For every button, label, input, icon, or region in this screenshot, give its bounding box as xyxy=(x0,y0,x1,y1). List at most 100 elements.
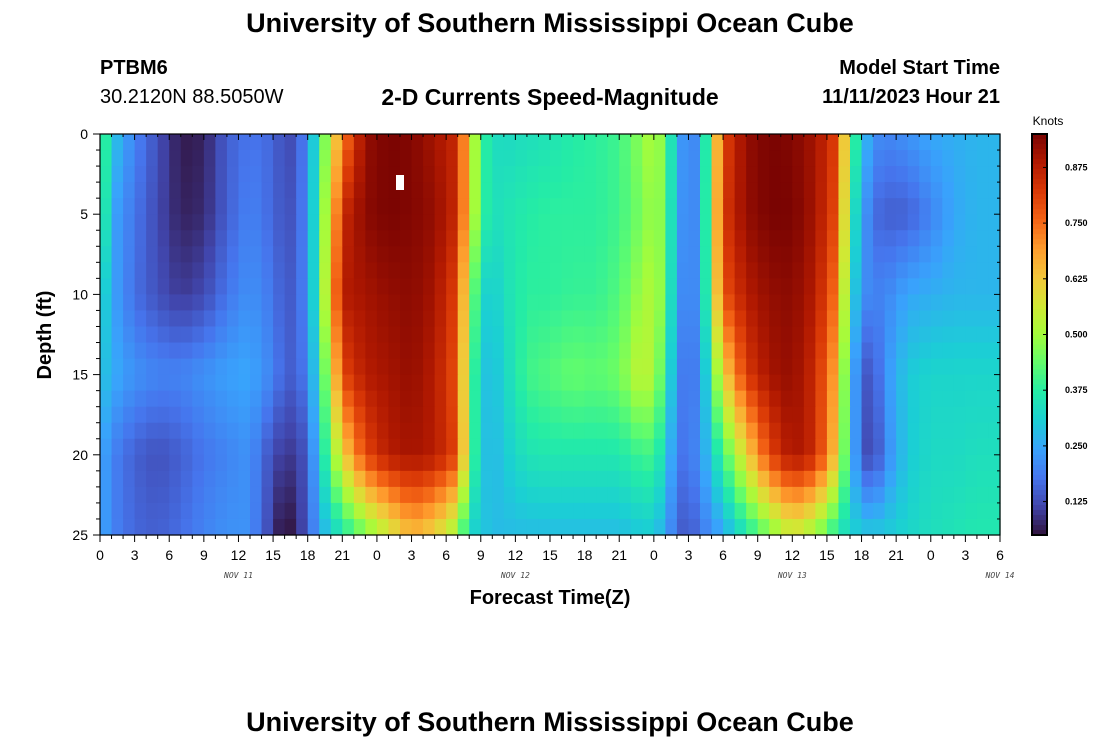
heatmap-cell xyxy=(884,310,897,328)
heatmap-cell xyxy=(734,358,747,376)
heatmap-cell xyxy=(307,134,320,151)
heatmap-cell xyxy=(238,358,251,376)
heatmap-cell xyxy=(596,374,609,392)
colorbar-segment xyxy=(1032,509,1047,516)
heatmap-cell xyxy=(792,502,805,520)
heatmap-cell xyxy=(480,502,493,520)
heatmap-cell xyxy=(942,486,955,504)
heatmap-cell xyxy=(976,326,990,344)
heatmap-cell xyxy=(192,390,205,408)
heatmap-cell xyxy=(700,262,713,279)
heatmap-cell xyxy=(400,326,413,344)
heatmap-cell xyxy=(215,150,228,167)
heatmap-cell xyxy=(469,294,482,312)
heatmap-cell xyxy=(411,310,424,328)
heatmap-cell xyxy=(700,230,713,247)
heatmap-cell xyxy=(665,486,678,504)
colorbar-segment xyxy=(1032,214,1047,220)
heatmap-cell xyxy=(307,310,320,328)
heatmap-cell xyxy=(665,518,678,536)
heatmap-cell xyxy=(215,310,228,328)
heatmap-cell xyxy=(976,150,990,167)
heatmap-cell xyxy=(573,374,586,392)
heatmap-cell xyxy=(261,262,274,279)
heatmap-cell xyxy=(411,214,424,231)
x-tick-label: 0 xyxy=(927,547,935,563)
heatmap-cell xyxy=(734,438,747,456)
heatmap-cell xyxy=(192,182,205,199)
heatmap-cell xyxy=(492,390,505,408)
heatmap-cell xyxy=(757,230,770,247)
heatmap-cell xyxy=(157,214,170,231)
colorbar-tick-label: 0.750 xyxy=(1065,218,1088,228)
heatmap-cell xyxy=(423,246,436,263)
heatmap-cell xyxy=(907,294,920,312)
heatmap-cell xyxy=(226,502,240,520)
heatmap-cell xyxy=(723,310,736,328)
heatmap-cell xyxy=(169,134,182,151)
heatmap-cell xyxy=(180,262,193,279)
heatmap-cell xyxy=(884,246,897,263)
heatmap-cell xyxy=(146,422,159,440)
heatmap-cell xyxy=(619,454,632,472)
heatmap-cell xyxy=(261,422,274,440)
heatmap-cell xyxy=(353,326,366,344)
x-tick-label: 12 xyxy=(231,547,247,563)
heatmap-cell xyxy=(757,422,770,440)
heatmap-cell xyxy=(146,390,159,408)
heatmap-cell xyxy=(769,374,782,392)
colorbar-segment xyxy=(1032,174,1047,180)
heatmap-cell xyxy=(526,262,540,279)
heatmap-cell xyxy=(688,486,701,504)
heatmap-cell xyxy=(319,422,332,440)
heatmap-cell xyxy=(665,502,678,520)
heatmap-cell xyxy=(826,310,840,328)
colorbar-segment xyxy=(1032,189,1047,195)
heatmap-cell xyxy=(850,198,863,215)
marker-rect xyxy=(396,175,404,190)
heatmap-cell xyxy=(780,390,793,408)
heatmap-cell xyxy=(342,422,355,440)
heatmap-cell xyxy=(861,470,874,488)
x-tick-label: 0 xyxy=(373,547,381,563)
heatmap-cell xyxy=(273,166,286,183)
heatmap-cell xyxy=(111,326,124,344)
heatmap-cell xyxy=(861,262,874,279)
heatmap-cell xyxy=(469,438,482,456)
heatmap-cell xyxy=(584,262,597,279)
heatmap-cell xyxy=(538,294,551,312)
heatmap-cell xyxy=(746,390,759,408)
heatmap-cell xyxy=(815,182,828,199)
heatmap-cell xyxy=(157,406,170,424)
heatmap-cell xyxy=(630,358,643,376)
heatmap-cell xyxy=(607,246,620,263)
heatmap-cell xyxy=(596,486,609,504)
heatmap-cell xyxy=(319,454,332,472)
heatmap-cell xyxy=(942,390,955,408)
heatmap-cell xyxy=(111,310,124,328)
heatmap-cell xyxy=(873,134,886,151)
heatmap-cell xyxy=(192,326,205,344)
colorbar-segment xyxy=(1032,229,1047,235)
heatmap-cell xyxy=(376,294,390,312)
heatmap-cell xyxy=(434,230,447,247)
heatmap-cell xyxy=(953,198,966,215)
heatmap-cell xyxy=(388,486,401,504)
heatmap-cell xyxy=(319,230,332,247)
heatmap-cell xyxy=(400,390,413,408)
heatmap-cell xyxy=(653,422,666,440)
heatmap-cell xyxy=(573,246,586,263)
colorbar-segment xyxy=(1032,134,1047,140)
heatmap-cell xyxy=(111,150,124,167)
heatmap-cell xyxy=(976,310,990,328)
heatmap-cell xyxy=(976,438,990,456)
heatmap-cell xyxy=(803,294,816,312)
heatmap-cell xyxy=(111,454,124,472)
heatmap-cell xyxy=(503,406,516,424)
heatmap-cell xyxy=(953,230,966,247)
heatmap-cell xyxy=(965,342,978,360)
heatmap-cell xyxy=(134,486,147,504)
heatmap-cell xyxy=(919,326,932,344)
heatmap-cell xyxy=(884,182,897,199)
heatmap-cell xyxy=(780,374,793,392)
